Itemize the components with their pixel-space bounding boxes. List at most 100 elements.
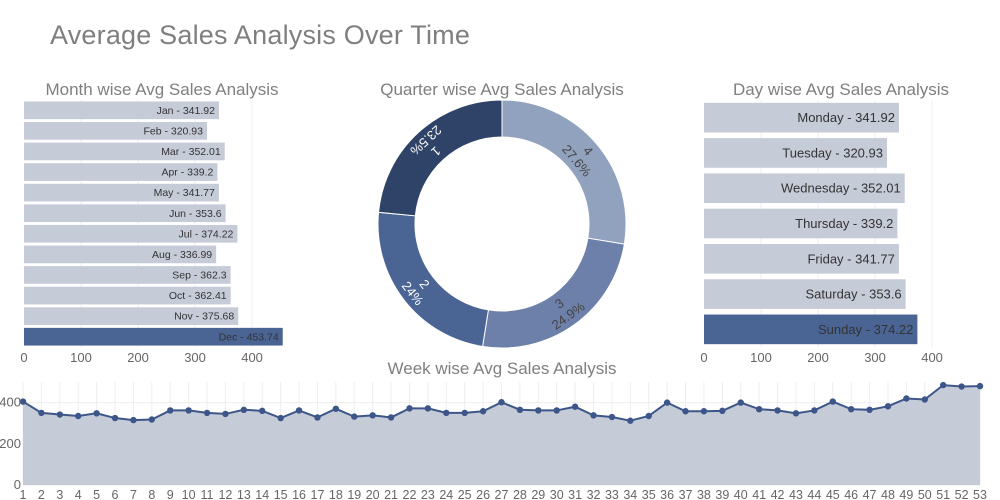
month-bar — [24, 327, 283, 346]
month-bar-label: Oct - 362.41 — [169, 290, 227, 302]
month-x-tick: 400 — [241, 350, 263, 365]
week-data-point — [332, 405, 340, 412]
week-x-tick: 36 — [660, 488, 674, 500]
donut-slice — [378, 99, 503, 217]
month-bar-label: Dec - 453.74 — [219, 331, 279, 343]
week-data-point — [167, 407, 174, 414]
week-data-point — [829, 398, 836, 405]
week-x-tick: 49 — [899, 488, 913, 500]
week-data-point — [866, 406, 873, 414]
day-chart-title: Day wise Avg Sales Analysis — [733, 80, 949, 99]
week-data-point — [406, 405, 413, 412]
week-chart-title: Week wise Avg Sales Analysis — [388, 359, 617, 378]
week-x-tick: 18 — [329, 488, 343, 500]
week-x-tick: 5 — [93, 488, 100, 500]
day-x-tick: 200 — [807, 350, 829, 365]
week-data-point — [663, 399, 671, 406]
week-x-tick: 22 — [403, 488, 417, 500]
week-x-tick: 50 — [918, 488, 932, 500]
week-x-tick: 45 — [826, 488, 840, 500]
month-bar-label: Jan - 341.92 — [157, 105, 216, 117]
month-bar — [24, 245, 217, 264]
day-x-tick: 100 — [750, 350, 772, 365]
week-data-point — [571, 403, 579, 410]
week-data-point — [295, 407, 303, 414]
week-x-tick: 41 — [752, 488, 766, 500]
month-bar — [24, 101, 219, 120]
week-x-tick: 51 — [936, 488, 950, 500]
week-data-point — [553, 407, 560, 414]
quarter-donut-chart: Quarter wise Avg Sales Analysis 427.6%32… — [377, 80, 627, 349]
week-x-tick: 48 — [881, 488, 895, 500]
month-bar — [24, 142, 225, 161]
week-x-tick: 30 — [550, 488, 564, 500]
week-x-tick: 19 — [347, 488, 361, 500]
week-x-tick: 20 — [366, 488, 380, 500]
month-bar — [24, 122, 207, 140]
week-x-tick: 14 — [255, 488, 269, 500]
week-data-point — [240, 406, 248, 414]
week-x-tick: 27 — [495, 488, 509, 500]
week-data-point — [719, 407, 726, 415]
month-bar — [24, 204, 226, 223]
week-data-point — [498, 398, 505, 406]
day-bar-label: Sunday - 374.22 — [818, 322, 913, 337]
week-x-tick: 52 — [955, 488, 969, 500]
week-data-point — [369, 412, 376, 419]
week-data-point — [56, 411, 64, 418]
week-x-tick: 31 — [568, 488, 582, 500]
week-data-point — [148, 416, 156, 423]
week-data-point — [792, 410, 800, 417]
month-x-tick: 200 — [127, 350, 149, 365]
week-data-point — [351, 413, 358, 420]
week-data-point — [185, 407, 192, 414]
day-x-tick: 300 — [864, 350, 886, 365]
month-x-tick: 0 — [20, 350, 27, 365]
week-x-tick: 16 — [292, 488, 306, 500]
week-data-point — [921, 396, 928, 403]
week-data-point — [682, 408, 689, 415]
week-x-tick: 42 — [771, 488, 785, 500]
week-data-point — [903, 395, 910, 402]
quarter-chart-title: Quarter wise Avg Sales Analysis — [380, 80, 623, 99]
week-x-tick: 3 — [56, 488, 63, 500]
month-bar-label: Aug - 336.99 — [152, 249, 212, 261]
week-data-point — [976, 382, 984, 390]
day-bar-label: Monday - 341.92 — [797, 110, 895, 125]
day-bar — [704, 138, 887, 168]
month-bar-label: Sep - 362.3 — [172, 270, 226, 282]
week-data-point — [535, 407, 542, 414]
month-bar-chart: Month wise Avg Sales Analysis Jan - 341.… — [20, 80, 283, 365]
month-bar-label: Feb - 320.93 — [143, 125, 203, 137]
week-x-tick: 33 — [605, 488, 619, 500]
day-bar-chart: Day wise Avg Sales Analysis Monday - 341… — [700, 80, 949, 365]
week-x-tick: 1 — [20, 488, 27, 500]
week-x-tick: 53 — [973, 488, 987, 500]
week-data-point — [479, 408, 487, 415]
week-x-tick: 11 — [201, 488, 214, 500]
week-x-tick: 47 — [863, 488, 877, 500]
week-data-point — [737, 399, 744, 406]
month-bar — [24, 224, 238, 243]
week-data-point — [387, 414, 395, 421]
week-x-tick: 10 — [182, 488, 196, 500]
week-data-point — [590, 412, 597, 419]
week-x-tick: 17 — [311, 488, 325, 500]
week-x-tick: 25 — [458, 488, 472, 500]
month-bar-label: Mar - 352.01 — [161, 146, 221, 158]
day-bar-label: Tuesday - 320.93 — [782, 145, 883, 160]
donut-slice — [482, 237, 625, 349]
week-data-point — [847, 405, 855, 413]
month-bar — [24, 286, 231, 305]
month-bar-label: Apr - 339.2 — [161, 167, 213, 179]
week-data-point — [958, 383, 965, 390]
week-x-tick: 32 — [587, 488, 601, 500]
week-x-tick: 39 — [715, 488, 729, 500]
week-data-point — [314, 414, 321, 421]
week-x-tick: 43 — [789, 488, 803, 500]
week-x-tick: 8 — [148, 488, 155, 500]
week-y-tick: 200 — [0, 436, 21, 451]
week-data-point — [424, 405, 432, 412]
week-data-point — [130, 416, 137, 424]
week-data-point — [222, 410, 229, 418]
